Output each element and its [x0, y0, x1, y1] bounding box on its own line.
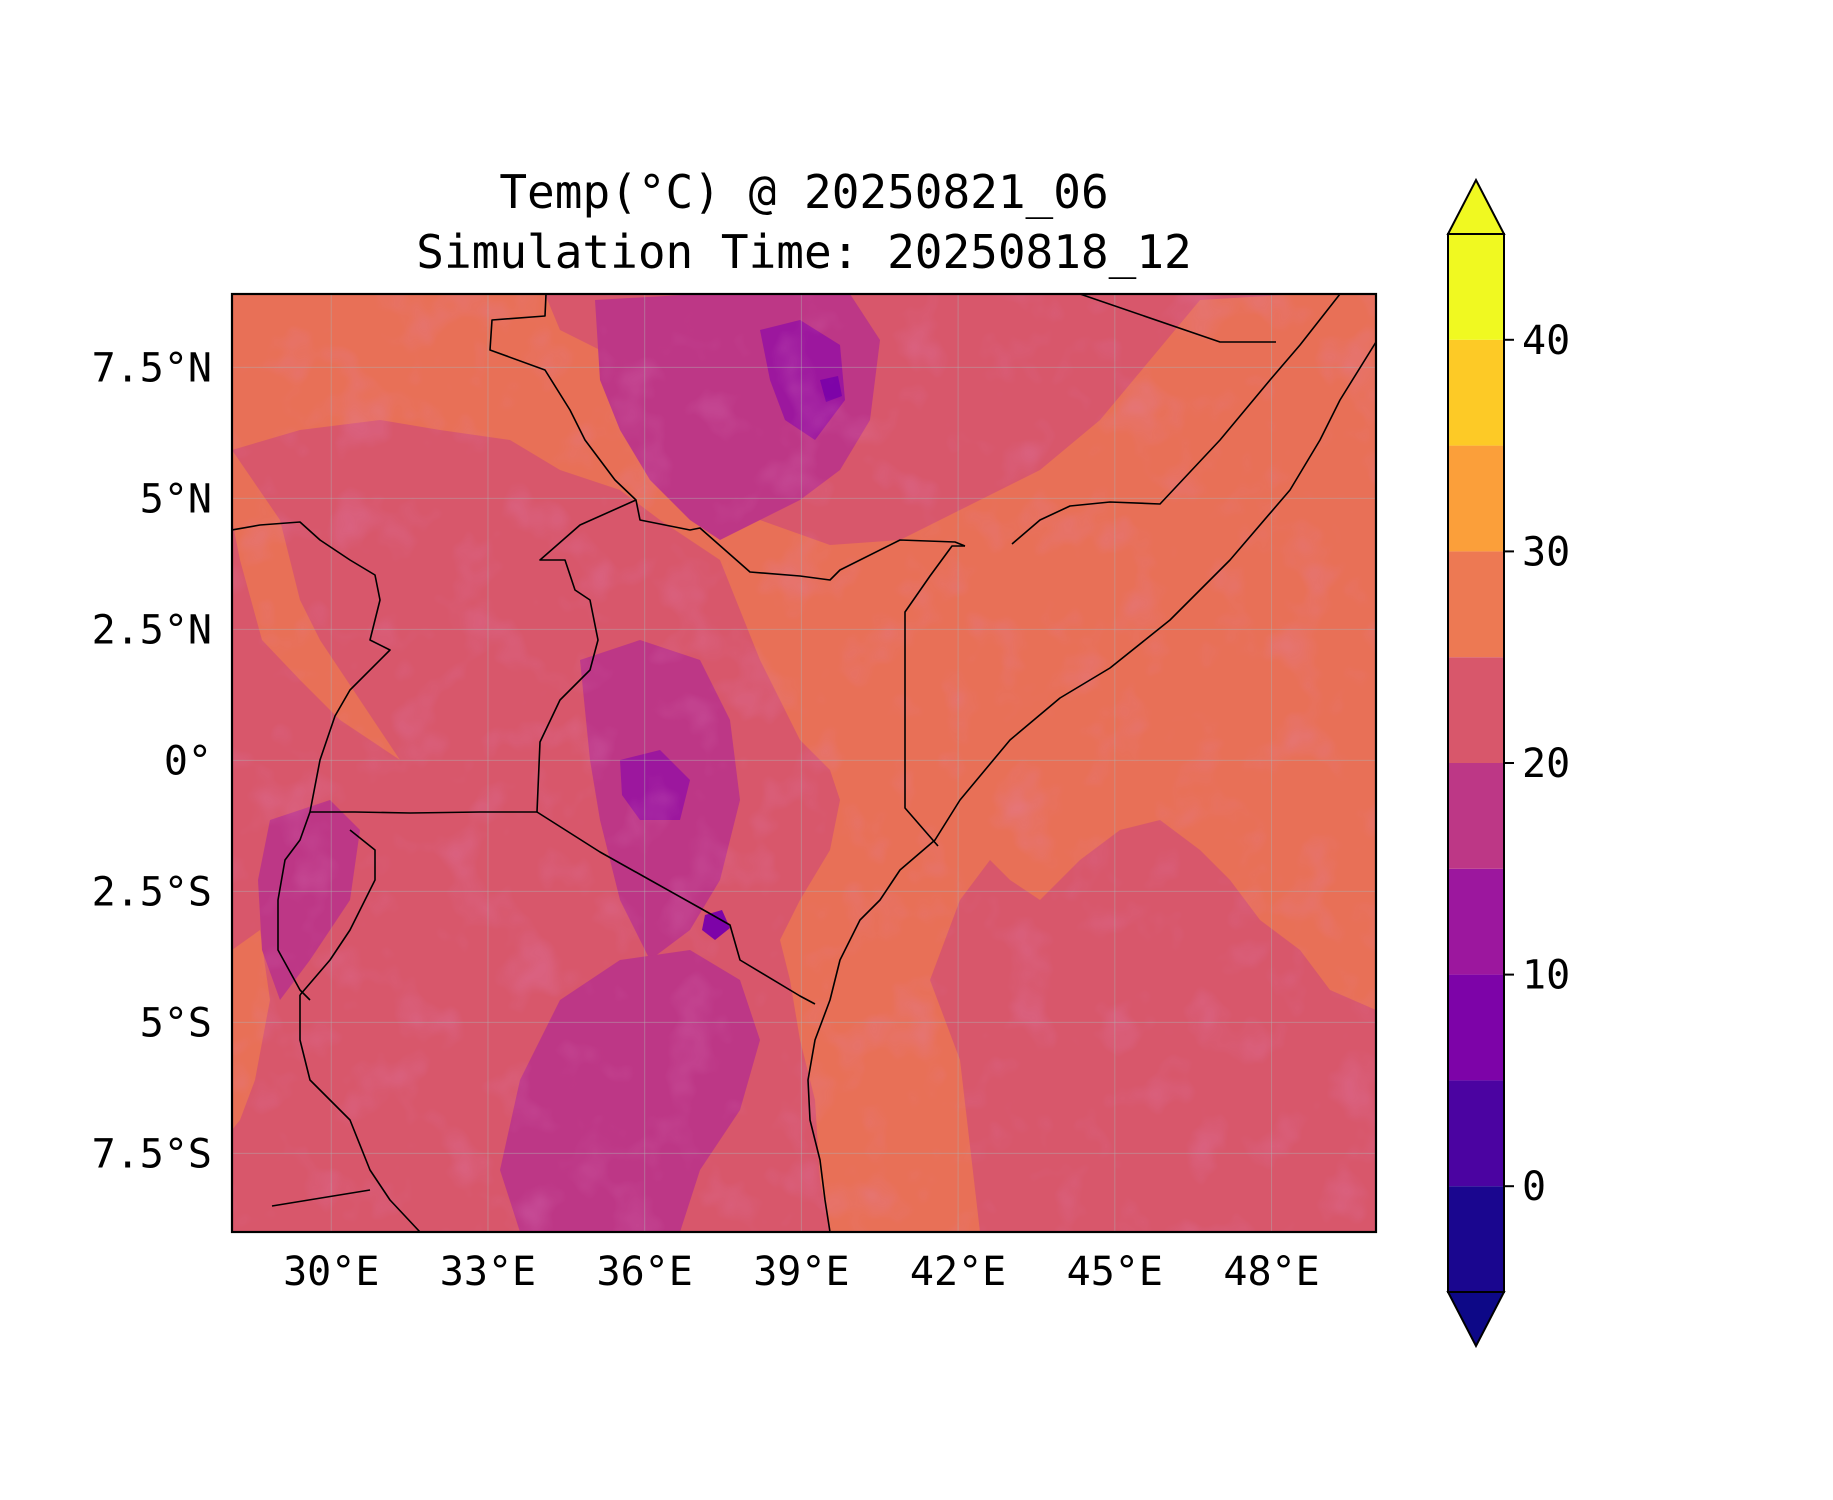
border-rwanda-burundi: [277, 811, 311, 1001]
colorbar-band: [1448, 974, 1504, 1081]
colorbar-extend-min: [1446, 1291, 1506, 1349]
colorbar-band: [1448, 445, 1504, 552]
map-title-line1: Temp(°C) @ 20250821_06: [499, 165, 1108, 219]
lon-tick-label: 33°E: [440, 1249, 536, 1295]
longitude-tick-labels: 30°E 33°E 36°E 39°E 42°E 45°E 48°E: [283, 1249, 1320, 1295]
colorbar-tick-label: 30: [1522, 529, 1570, 575]
border-drc-rwanda-tanzania: [310, 811, 537, 814]
lat-tick-label: 5°S: [140, 1000, 212, 1046]
map-panel: [232, 294, 1376, 1232]
colorbar-tick-label: 10: [1522, 953, 1570, 999]
latitude-tick-labels: 7.5°N 5°N 2.5°N 0° 2.5°S 5°S 7.5°S: [92, 345, 212, 1177]
colorbar-tick-label: 20: [1522, 741, 1570, 787]
colorbar-band: [1448, 657, 1504, 763]
lon-tick-label: 45°E: [1067, 1249, 1163, 1295]
lat-tick-label: 5°N: [140, 476, 212, 522]
map-gridlines: [232, 294, 1376, 1232]
colorbar: 0 10 20 30 40: [1446, 177, 1570, 1349]
lon-tick-label: 30°E: [283, 1249, 379, 1295]
lat-tick-label: 2.5°N: [92, 607, 212, 653]
border-uganda-kenya: [536, 811, 816, 1005]
colorbar-band: [1448, 868, 1504, 975]
map-title-line2: Simulation Time: 20250818_12: [416, 225, 1191, 279]
lon-tick-label: 48°E: [1223, 1249, 1319, 1295]
lat-tick-label: 7.5°N: [92, 345, 212, 391]
border-tanzania-zambia: [299, 995, 421, 1232]
colorbar-tick-label: 0: [1522, 1164, 1546, 1210]
border-burundi-tanzania: [299, 829, 376, 996]
border-uganda-drc: [232, 521, 391, 813]
lon-tick-label: 42°E: [910, 1249, 1006, 1295]
lat-tick-label: 2.5°S: [92, 869, 212, 915]
colorbar-band: [1448, 1186, 1504, 1292]
lon-tick-label: 39°E: [753, 1249, 849, 1295]
lat-tick-label: 7.5°S: [92, 1131, 212, 1177]
border-ethiopia-kenya: [536, 499, 637, 813]
border-ethiopia-somalia: [1011, 294, 1341, 545]
lat-tick-label: 0°: [164, 738, 212, 784]
border-zambia-malawi: [271, 1189, 371, 1207]
colorbar-band: [1448, 763, 1504, 869]
temperature-field-texture: [232, 294, 1376, 1232]
colorbar-tick-label: 40: [1522, 318, 1570, 364]
border-coastline: [807, 341, 1376, 1232]
colorbar-extend-max: [1446, 177, 1506, 235]
country-borders: [232, 294, 1376, 1232]
map-frame: [230, 292, 1378, 1234]
colorbar-band: [1448, 234, 1504, 340]
border-djibouti: [1079, 294, 1276, 343]
colorbar-band: [1448, 339, 1504, 446]
border-southsudan-ethiopia: [489, 294, 966, 581]
colorbar-band: [1448, 551, 1504, 658]
border-kenya-somalia: [904, 545, 965, 847]
lon-tick-label: 36°E: [597, 1249, 693, 1295]
colorbar-band: [1448, 1080, 1504, 1187]
